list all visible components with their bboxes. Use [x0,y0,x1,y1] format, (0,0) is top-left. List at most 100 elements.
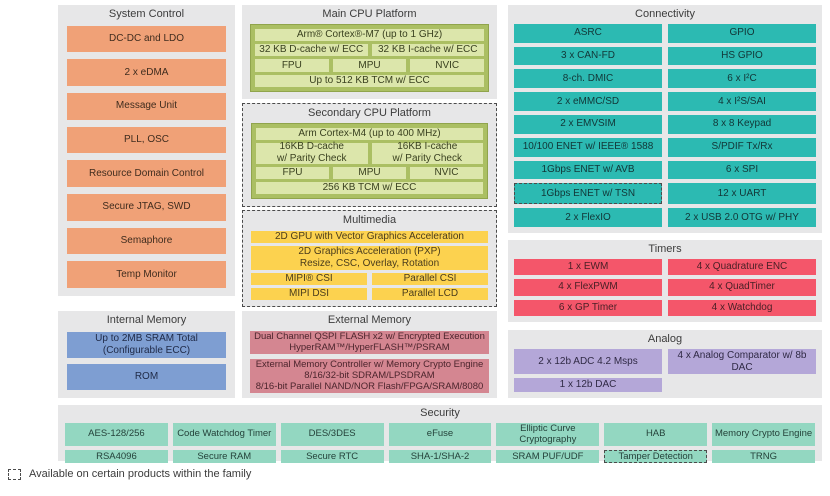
block-m7-dcache: 32 KB D-cache w/ ECC [255,44,368,57]
secondary-cpu-panel: Secondary CPU Platform Arm Cortex-M4 (up… [242,103,497,207]
block-edma: 2 x eDMA [67,59,226,87]
block-ext-mem-controller: External Memory Controller w/ Memory Cry… [250,358,489,393]
block-m4-icache: 16KB I-cache w/ Parity Check [371,141,483,164]
block-gpio: GPIO [668,23,816,43]
internal-memory-body: Up to 2MB SRAM Total (Configurable ECC) … [58,330,235,398]
block-semaphore: Semaphore [67,227,226,255]
block-trng: TRNG [712,449,815,463]
analog-grid: 2 x 12b ADC 4.2 Msps 4 x Analog Comparat… [508,348,822,398]
block-flexpwm: 4 x FlexPWM [514,279,662,296]
block-ewm: 1 x EWM [514,258,662,276]
timers-panel: Timers 1 x EWM 4 x Quadrature ENC 4 x Fl… [508,240,822,322]
block-emmc-sd: 2 x eMMC/SD [514,92,662,111]
dashed-box-legend-icon [8,468,21,480]
block-m7-tcm: Up to 512 KB TCM w/ ECC [255,74,484,87]
security-grid: AES-128/256 Code Watchdog Timer DES/3DES… [58,422,822,463]
block-gp-timer: 6 x GP Timer [514,299,662,316]
block-temp-monitor: Temp Monitor [67,261,226,288]
block-cortex-m4: Arm Cortex-M4 (up to 400 MHz) [256,128,483,140]
main-cpu-title: Main CPU Platform [322,8,417,20]
main-cpu-box: Arm® Cortex®-M7 (up to 1 GHz) 32 KB D-ca… [250,23,489,92]
block-keypad: 8 x 8 Keypad [668,114,816,134]
block-resource-domain-control: Resource Domain Control [67,160,226,188]
block-message-unit: Message Unit [67,93,226,120]
block-m7-nvic: NVIC [410,59,485,72]
block-m7-mpu: MPU [332,59,407,72]
block-quadrature-enc: 4 x Quadrature ENC [668,258,816,276]
security-panel: Security AES-128/256 Code Watchdog Timer… [58,405,822,463]
block-adc: 2 x 12b ADC 4.2 Msps [514,348,662,375]
block-secure-rtc: Secure RTC [280,449,384,463]
connectivity-panel: Connectivity ASRC GPIO 3 x CAN-FD HS GPI… [508,5,822,233]
block-m7-icache: 32 KB I-cache w/ ECC [371,44,484,57]
block-spdif: S/PDIF Tx/Rx [668,137,816,157]
block-usb-otg: 2 x USB 2.0 OTG w/ PHY [668,208,816,227]
block-can-fd: 3 x CAN-FD [514,46,662,66]
block-dac: 1 x 12b DAC [514,378,662,392]
internal-memory-panel: Internal Memory Up to 2MB SRAM Total (Co… [58,311,235,398]
connectivity-grid: ASRC GPIO 3 x CAN-FD HS GPIO 8-ch. DMIC … [508,23,822,233]
analog-panel: Analog 2 x 12b ADC 4.2 Msps 4 x Analog C… [508,330,822,398]
block-efuse: eFuse [388,422,492,446]
block-analog-comparator: 4 x Analog Comparator w/ 8b DAC [668,348,816,375]
block-hab: HAB [604,422,708,446]
block-uart: 12 x UART [668,183,816,205]
multimedia-body: 2D GPU with Vector Graphics Acceleration… [243,230,496,306]
block-mipi-csi: MIPI® CSI [251,272,367,285]
block-parallel-csi: Parallel CSI [372,272,488,285]
block-dmic: 8-ch. DMIC [514,69,662,89]
multimedia-title: Multimedia [342,214,397,226]
block-watchdog: 4 x Watchdog [668,299,816,316]
timers-grid: 1 x EWM 4 x Quadrature ENC 4 x FlexPWM 4… [508,258,822,322]
block-aes: AES-128/256 [65,422,168,446]
block-i2c: 6 x I²C [668,69,816,89]
internal-memory-title: Internal Memory [106,314,187,326]
external-memory-body: Dual Channel QSPI FLASH x2 w/ Encrypted … [242,330,497,398]
block-des: DES/3DES [280,422,384,446]
block-cortex-m7: Arm® Cortex®-M7 (up to 1 GHz) [255,28,484,42]
block-secure-ram: Secure RAM [172,449,276,463]
timers-title: Timers [648,243,682,255]
block-enet-1588: 10/100 ENET w/ IEEE® 1588 [514,137,662,157]
footnote-label: Available on certain products within the… [29,468,252,480]
main-cpu-panel: Main CPU Platform Arm® Cortex®-M7 (up to… [242,5,497,99]
block-2d-gpu: 2D GPU with Vector Graphics Acceleration [251,230,488,243]
block-spi: 6 x SPI [668,160,816,180]
system-control-panel: System Control DC-DC and LDO 2 x eDMA Me… [58,5,235,296]
block-secure-jtag-swd: Secure JTAG, SWD [67,194,226,221]
secondary-cpu-box: Arm Cortex-M4 (up to 400 MHz) 16KB D-cac… [251,122,488,199]
external-memory-panel: External Memory Dual Channel QSPI FLASH … [242,311,497,398]
block-emvsim: 2 x EMVSIM [514,114,662,134]
block-parallel-lcd: Parallel LCD [372,287,488,300]
block-asrc: ASRC [514,23,662,43]
security-title: Security [420,407,460,419]
block-tamper-detection: Tamper Detection [604,449,708,463]
block-m4-tcm: 256 KB TCM w/ ECC [256,182,483,194]
footnote: Available on certain products within the… [8,468,251,480]
block-sha: SHA-1/SHA-2 [388,449,492,463]
block-enet-avb: 1Gbps ENET w/ AVB [514,160,662,180]
system-control-title: System Control [108,8,185,20]
block-m4-nvic: NVIC [410,167,483,180]
block-enet-tsn: 1Gbps ENET w/ TSN [514,183,662,205]
analog-title: Analog [647,333,683,345]
block-pxp: 2D Graphics Acceleration (PXP) Resize, C… [251,245,488,270]
block-hs-gpio: HS GPIO [668,46,816,66]
block-m4-fpu: FPU [256,167,329,180]
block-sram-puf: SRAM PUF/UDF [496,449,600,463]
block-code-watchdog: Code Watchdog Timer [172,422,276,446]
block-rom: ROM [67,363,226,390]
block-memory-crypto-engine: Memory Crypto Engine [712,422,815,446]
block-i2s-sai: 4 x I²S/SAI [668,92,816,111]
block-sram: Up to 2MB SRAM Total (Configurable ECC) [67,331,226,358]
block-m7-fpu: FPU [255,59,329,72]
block-qspi-flash: Dual Channel QSPI FLASH x2 w/ Encrypted … [250,330,489,354]
block-rsa: RSA4096 [65,449,168,463]
block-dcdc-ldo: DC-DC and LDO [67,25,226,53]
block-m4-dcache: 16KB D-cache w/ Parity Check [256,141,368,164]
block-pll-osc: PLL, OSC [67,126,226,154]
block-m4-mpu: MPU [333,167,406,180]
secondary-cpu-title: Secondary CPU Platform [308,107,431,119]
multimedia-panel: Multimedia 2D GPU with Vector Graphics A… [242,210,497,307]
